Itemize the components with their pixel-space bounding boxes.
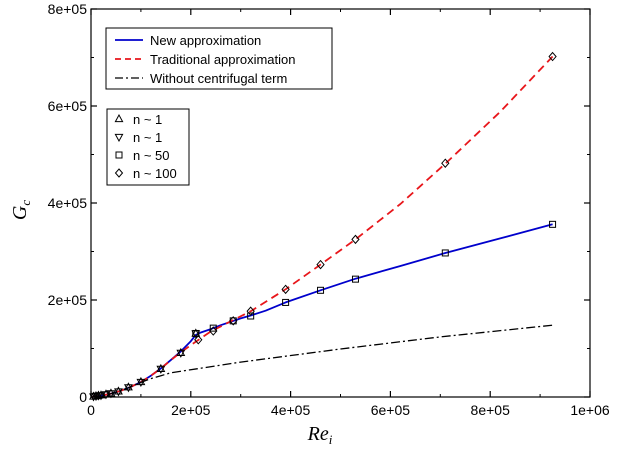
- x-tick-label: 0: [87, 402, 95, 418]
- legend-triangle-up-marker: [114, 113, 124, 123]
- triangle-down-marker: [96, 392, 106, 401]
- traditional-approximation-line: [90, 55, 554, 398]
- legend-marker-label: n ~ 100: [133, 166, 177, 181]
- diamond-marker: [209, 326, 218, 336]
- triangle-down-marker: [114, 388, 123, 397]
- diamond-marker: [548, 51, 557, 62]
- diamond-marker: [246, 306, 255, 316]
- square-marker: [282, 298, 290, 306]
- x-tick-label: 1e+06: [570, 402, 610, 418]
- y-tick-label: 4e+05: [48, 195, 88, 211]
- diamond-marker: [316, 259, 325, 270]
- triangle-down-marker: [101, 391, 111, 400]
- diamond-marker: [194, 335, 203, 345]
- legend-line-label: New approximation: [150, 33, 261, 48]
- tick-marks: [90, 8, 591, 398]
- y-axis-label: Gc: [9, 200, 33, 220]
- legend-lines-box: [105, 27, 333, 90]
- legend-triangle-down-marker: [114, 133, 124, 143]
- square-marker: [351, 275, 359, 283]
- triangle-down-marker: [106, 390, 116, 399]
- tick-labels: 0 2e+05 4e+05 6e+05 8e+05 1e+06 0 2e+05 4e+05 6e+…: [48, 1, 610, 418]
- x-axis-label: Rei: [307, 423, 333, 447]
- diamond-marker: [229, 316, 238, 326]
- legend-markers: n ~ 1 n ~ 1 n ~ 50 n ~ 100: [106, 108, 190, 186]
- square-marker: [549, 220, 557, 228]
- square-marker: [317, 286, 325, 294]
- y-tick-label: 0: [79, 389, 87, 405]
- triangle-up-marker: [123, 382, 133, 391]
- square-marker: [192, 329, 200, 337]
- x-axis-label-subscript: i: [329, 432, 333, 447]
- triangle-up-marker: [176, 347, 186, 356]
- square-marker: [209, 324, 217, 332]
- triangle-up-marker: [114, 386, 123, 395]
- square-marker: [247, 312, 255, 320]
- legend-diamond-marker: [114, 168, 124, 178]
- diamond-marker: [281, 284, 290, 295]
- y-tick-label: 2e+05: [48, 292, 88, 308]
- x-tick-label: 6e+05: [371, 402, 411, 418]
- triangle-down-marker: [136, 378, 146, 388]
- triangle-up-marker: [156, 363, 166, 372]
- triangle-up-marker: [136, 376, 146, 386]
- legend-marker-label: n ~ 1: [133, 130, 162, 145]
- x-tick-label: 4e+05: [271, 402, 311, 418]
- legend-line-label: Without centrifugal term: [150, 71, 287, 86]
- triangle-down-marker: [156, 365, 166, 374]
- diamond-marker: [441, 158, 450, 168]
- legend-line-label: Traditional approximation: [150, 52, 295, 67]
- triangle-down-marker: [123, 384, 133, 393]
- x-tick-label: 2e+05: [171, 402, 211, 418]
- legend-marker-label: n ~ 50: [133, 148, 170, 163]
- legend-square-marker: [115, 151, 123, 159]
- diamond-marker: [351, 234, 360, 245]
- without-centrifugal-line: [90, 324, 553, 398]
- triangle-down-marker: [176, 349, 186, 358]
- y-tick-label: 6e+05: [48, 98, 88, 114]
- legend-lines: New approximation Traditional approximati…: [105, 27, 333, 90]
- square-marker: [441, 249, 449, 257]
- y-axis-label-subscript: c: [18, 200, 33, 206]
- y-tick-label: 8e+05: [48, 1, 88, 17]
- plot-area: [89, 51, 557, 402]
- legend-marker-label: n ~ 1: [133, 112, 162, 127]
- x-tick-label: 8e+05: [471, 402, 511, 418]
